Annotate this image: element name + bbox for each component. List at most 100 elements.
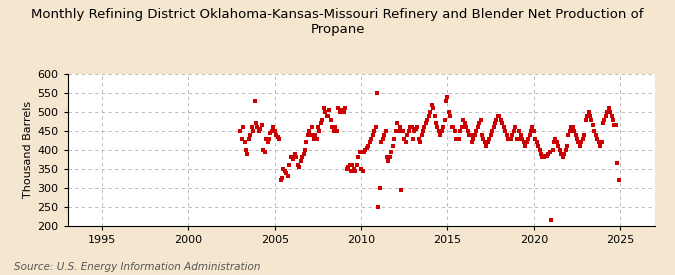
Point — [567, 125, 578, 130]
Point — [298, 152, 309, 156]
Point — [439, 117, 450, 122]
Point — [422, 117, 433, 122]
Point — [317, 117, 327, 122]
Point — [338, 110, 349, 114]
Point — [342, 167, 352, 171]
Point — [446, 125, 457, 130]
Point — [469, 133, 480, 137]
Point — [479, 140, 490, 145]
Point — [408, 136, 418, 141]
Point — [443, 110, 454, 114]
Point — [330, 125, 341, 130]
Point — [281, 170, 292, 175]
Point — [545, 218, 556, 222]
Point — [419, 125, 430, 130]
Point — [544, 150, 555, 154]
Point — [279, 169, 290, 173]
Point — [418, 129, 429, 133]
Point — [385, 155, 396, 160]
Point — [433, 129, 444, 133]
Point — [606, 114, 617, 118]
Point — [454, 136, 464, 141]
Point — [592, 136, 603, 141]
Point — [508, 129, 519, 133]
Point — [413, 136, 424, 141]
Point — [421, 121, 431, 126]
Point — [507, 133, 518, 137]
Point — [259, 150, 270, 154]
Point — [335, 108, 346, 112]
Point — [572, 136, 583, 141]
Point — [348, 167, 359, 171]
Point — [517, 136, 528, 141]
Point — [441, 98, 452, 103]
Point — [487, 129, 497, 133]
Point — [360, 148, 371, 152]
Point — [589, 129, 599, 133]
Point — [402, 133, 412, 137]
Point — [321, 114, 332, 118]
Point — [331, 129, 342, 133]
Point — [396, 187, 407, 192]
Point — [254, 129, 265, 133]
Point — [495, 117, 506, 122]
Point — [500, 129, 510, 133]
Point — [504, 136, 515, 141]
Point — [560, 148, 571, 152]
Point — [267, 129, 277, 133]
Point — [436, 129, 447, 133]
Point — [534, 148, 545, 152]
Point — [569, 129, 580, 133]
Point — [313, 125, 323, 130]
Point — [488, 125, 499, 130]
Point — [526, 129, 537, 133]
Point — [438, 125, 449, 130]
Point — [337, 108, 348, 112]
Point — [305, 133, 316, 137]
Point — [357, 169, 368, 173]
Point — [540, 153, 551, 158]
Point — [416, 133, 427, 137]
Point — [549, 140, 560, 145]
Point — [608, 117, 618, 122]
Point — [290, 152, 300, 156]
Point — [412, 125, 423, 130]
Point — [587, 123, 598, 128]
Point — [381, 155, 392, 160]
Point — [522, 136, 533, 141]
Point — [327, 125, 338, 130]
Point — [559, 152, 570, 156]
Point — [562, 144, 572, 148]
Point — [564, 129, 575, 133]
Point — [511, 136, 522, 141]
Point — [320, 110, 331, 114]
Point — [599, 117, 610, 122]
Point — [448, 125, 458, 130]
Point — [460, 121, 470, 126]
Point — [426, 102, 437, 107]
Point — [582, 114, 593, 118]
Point — [346, 169, 356, 173]
Point — [334, 110, 345, 114]
Point — [605, 110, 616, 114]
Point — [301, 140, 312, 145]
Point — [539, 155, 549, 160]
Point — [583, 110, 594, 114]
Point — [324, 108, 335, 112]
Point — [414, 140, 425, 145]
Point — [319, 106, 329, 111]
Point — [494, 114, 505, 118]
Point — [531, 140, 542, 145]
Point — [387, 144, 398, 148]
Point — [551, 140, 562, 145]
Point — [369, 129, 379, 133]
Point — [238, 125, 248, 130]
Point — [458, 117, 468, 122]
Point — [612, 161, 623, 165]
Point — [468, 136, 479, 141]
Point — [302, 133, 313, 137]
Point — [533, 144, 543, 148]
Point — [245, 133, 256, 137]
Point — [376, 140, 387, 145]
Point — [518, 140, 529, 145]
